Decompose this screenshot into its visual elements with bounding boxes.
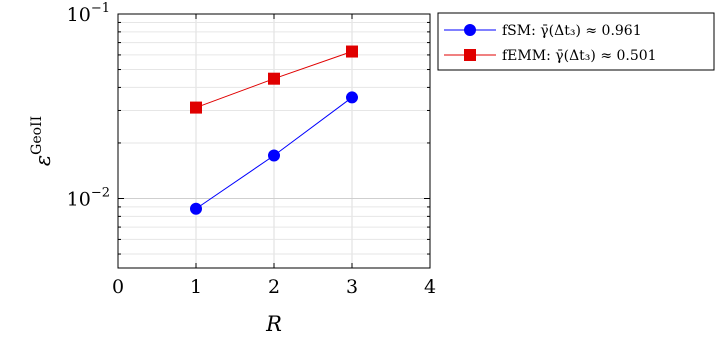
x-tick-labels: 0 1 2 3 4 xyxy=(112,276,436,298)
x-tick-label: 2 xyxy=(268,276,280,298)
y-tick-label: 10−2 xyxy=(67,185,110,210)
legend-marker xyxy=(464,24,476,36)
x-tick-label: 1 xyxy=(190,276,202,298)
grid xyxy=(117,14,431,268)
data-point xyxy=(346,45,358,58)
x-axis-label: R xyxy=(265,312,282,336)
series-1 xyxy=(190,91,358,215)
legend-box xyxy=(437,12,715,71)
legend-entry-1: fSM: γ̄(Δt₃) ≈ 0.961 xyxy=(502,23,642,39)
axis-ticks xyxy=(117,14,431,268)
x-tick-label: 0 xyxy=(112,276,124,298)
data-point xyxy=(190,202,202,215)
x-tick-label: 3 xyxy=(346,276,358,298)
y-tick-labels: 10−2 10−1 xyxy=(67,1,110,210)
data-point xyxy=(346,91,358,104)
legend-marker xyxy=(464,49,476,61)
y-axis-label-symbol: ε xyxy=(31,155,55,166)
data-point xyxy=(268,72,280,85)
y-axis-label: εGeoII xyxy=(29,116,55,166)
series-layer xyxy=(190,45,358,215)
data-point xyxy=(190,101,202,114)
series-2 xyxy=(190,45,358,114)
x-tick-label: 4 xyxy=(424,276,436,298)
legend-entry-2: fEMM: γ̄(Δt₃) ≈ 0.501 xyxy=(502,48,657,64)
legend: fSM: γ̄(Δt₃) ≈ 0.961 fEMM: γ̄(Δt₃) ≈ 0.50… xyxy=(437,12,715,71)
y-tick-label: 10−1 xyxy=(67,1,110,26)
data-point xyxy=(268,149,280,162)
y-axis-label-superscript: GeoII xyxy=(29,116,45,155)
